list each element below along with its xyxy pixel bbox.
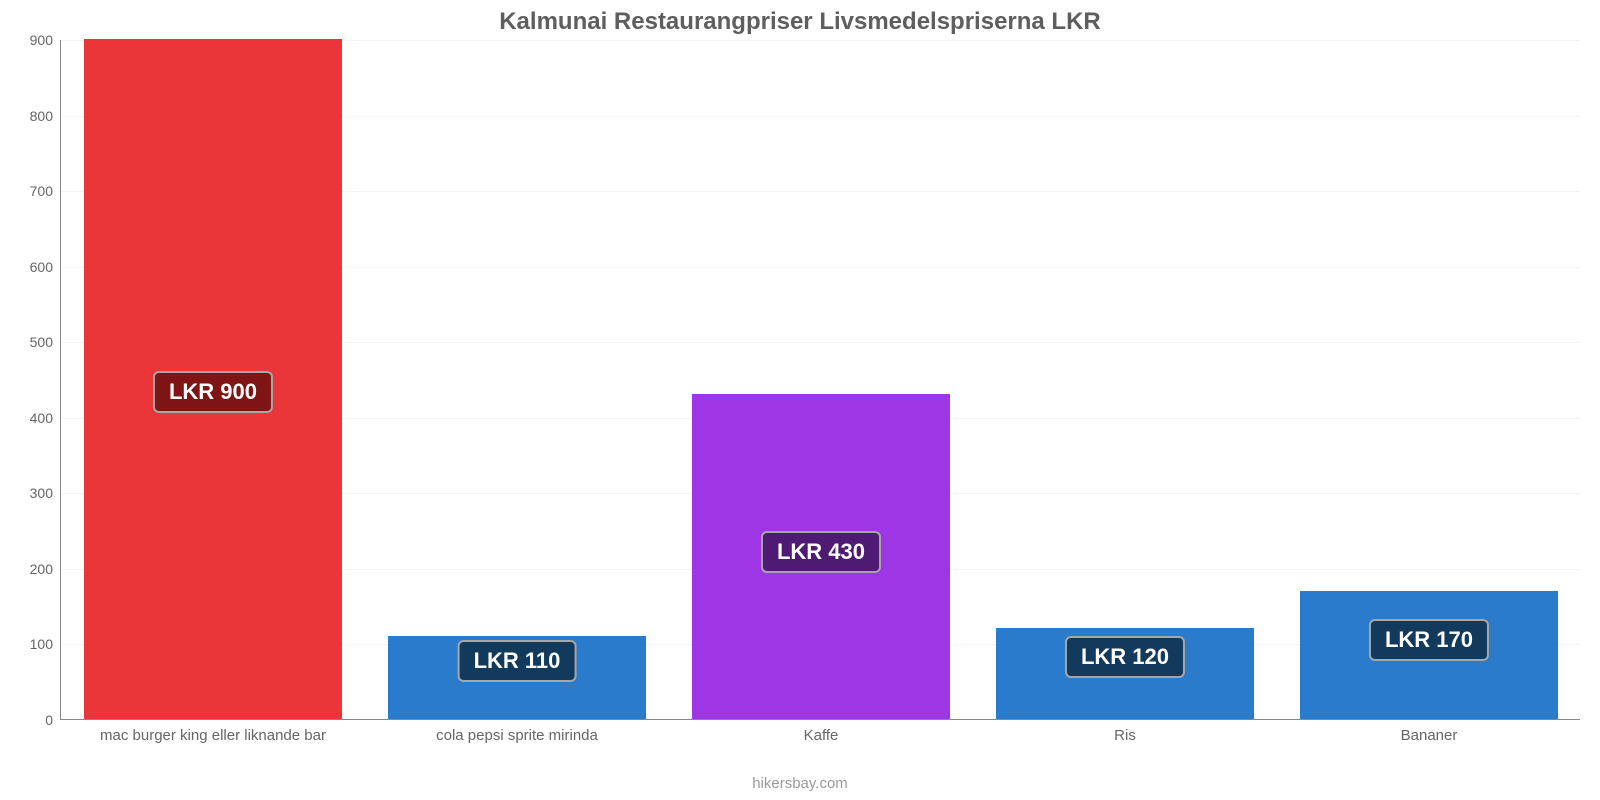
bar-group: LKR 110cola pepsi sprite mirinda (365, 39, 669, 719)
y-axis-tick: 800 (30, 108, 61, 124)
y-axis-tick: 0 (45, 712, 61, 728)
bar-value-label: LKR 110 (458, 640, 577, 682)
bar-value-label: LKR 120 (1065, 636, 1185, 678)
bar-value-label: LKR 430 (761, 531, 881, 573)
chart-title: Kalmunai Restaurangpriser Livsmedelspris… (0, 8, 1600, 36)
x-axis-label: Bananer (1277, 719, 1581, 744)
x-axis-label: mac burger king eller liknande bar (61, 719, 365, 744)
chart-container: Kalmunai Restaurangpriser Livsmedelspris… (0, 0, 1600, 800)
bar-group: LKR 170Bananer (1277, 39, 1581, 719)
bar-value-label: LKR 170 (1369, 619, 1489, 661)
y-axis-tick: 300 (30, 485, 61, 501)
bar-group: LKR 900mac burger king eller liknande ba… (61, 39, 365, 719)
chart-footer: hikersbay.com (0, 775, 1600, 792)
x-axis-label: cola pepsi sprite mirinda (365, 719, 669, 744)
bar-value-label: LKR 900 (153, 371, 273, 413)
bar-group: LKR 120Ris (973, 39, 1277, 719)
x-axis-label: Kaffe (669, 719, 973, 744)
y-axis-tick: 200 (30, 561, 61, 577)
y-axis-tick: 100 (30, 636, 61, 652)
y-axis-tick: 700 (30, 183, 61, 199)
y-axis-tick: 600 (30, 259, 61, 275)
plot-area: 0100200300400500600700800900LKR 900mac b… (60, 40, 1580, 720)
y-axis-tick: 900 (30, 32, 61, 48)
y-axis-tick: 500 (30, 334, 61, 350)
x-axis-label: Ris (973, 719, 1277, 744)
bar-group: LKR 430Kaffe (669, 39, 973, 719)
y-axis-tick: 400 (30, 410, 61, 426)
